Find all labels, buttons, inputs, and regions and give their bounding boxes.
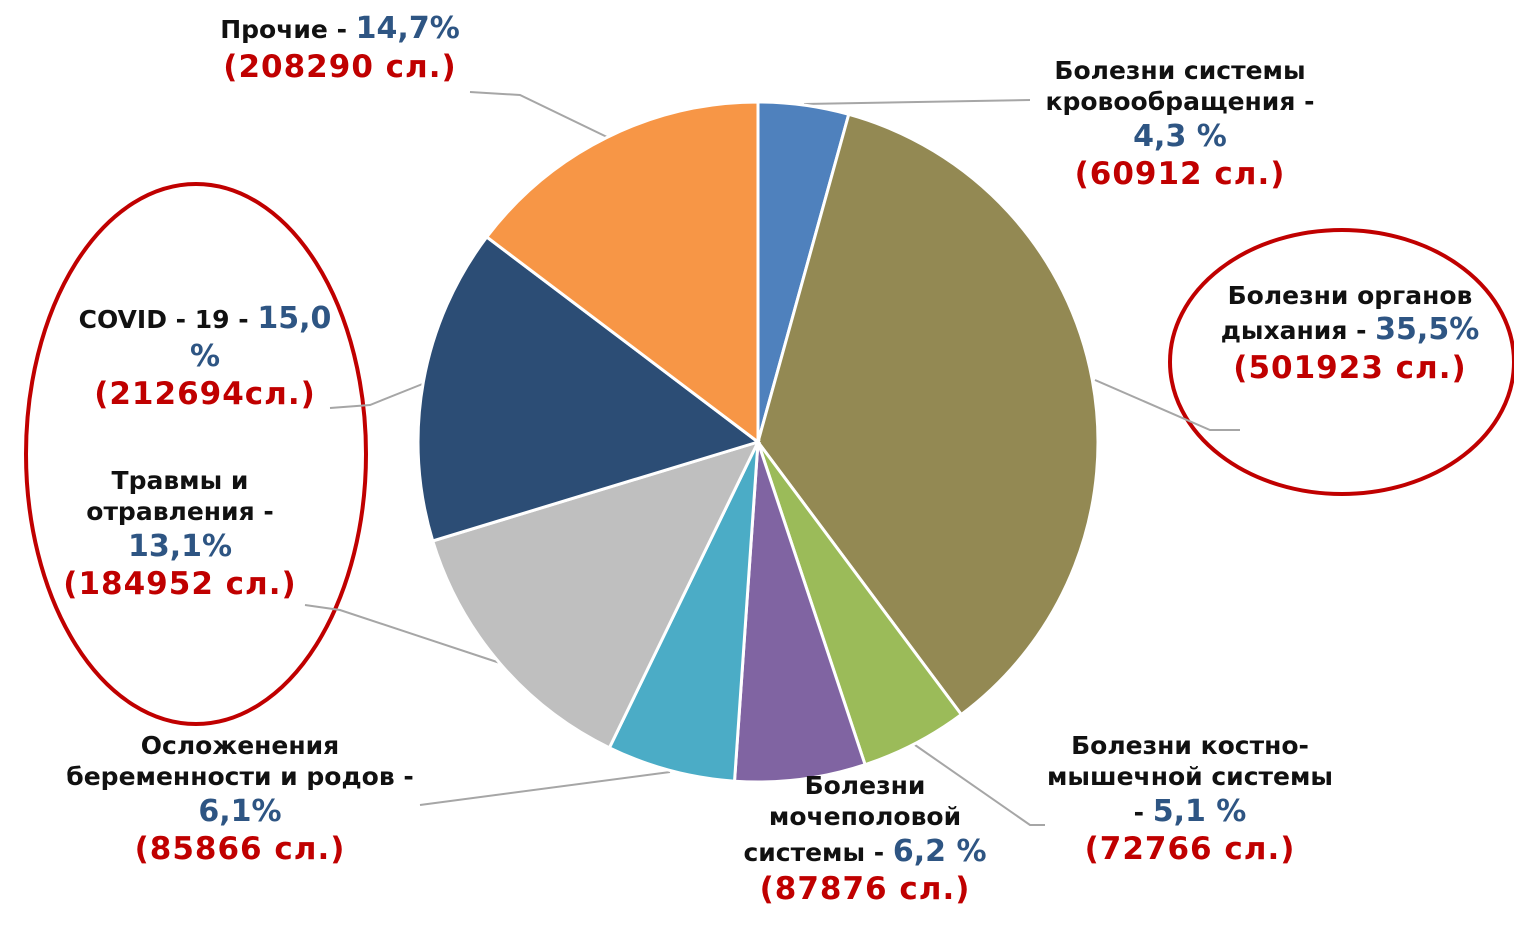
leader-line [804,100,1030,104]
percent-label: 5,1 % [1153,794,1247,829]
percent-label: 35,5% [1375,312,1479,347]
category-name: Прочие - [220,15,347,44]
count-label: (60912 сл.) [1030,155,1330,194]
leader-line [1095,380,1240,430]
category-name: Осложенения беременности и родов - [66,731,413,791]
highlight-ellipse [26,184,366,724]
page: (() => { const data = JSON.parse(documen… [0,0,1514,928]
label-text: Болезни костно-мышечной системы - 5,1 % [1040,730,1340,830]
data-label: Болезни системы кровообращения - 4,3 %(6… [1030,55,1330,194]
label-text: COVID - 19 - 15,0 % [75,300,335,375]
count-label: (208290 сл.) [190,48,490,87]
percent-label: 4,3 % [1133,119,1227,154]
category-name: Травмы и отравления - [86,466,273,526]
leader-line [470,92,607,137]
label-text: Болезни системы кровообращения - 4,3 % [1030,55,1330,155]
data-label: Болезни костно-мышечной системы - 5,1 %(… [1040,730,1340,869]
count-label: (501923 сл.) [1200,349,1500,388]
percent-label: 6,2 % [893,834,987,869]
data-label: Травмы и отравления - 13,1%(184952 сл.) [60,465,300,604]
data-label: Прочие - 14,7%(208290 сл.) [190,10,490,86]
percent-label: 14,7% [356,11,460,46]
label-text: Травмы и отравления - 13,1% [60,465,300,565]
label-text: Болезни мочеполовой системы - 6,2 % [720,770,1010,870]
label-text: Осложенения беременности и родов - 6,1% [60,730,420,830]
label-text: Прочие - 14,7% [190,10,490,48]
label-text: Болезни органов дыхания - 35,5% [1200,280,1500,349]
count-label: (85866 сл.) [60,830,420,869]
data-label: Болезни органов дыхания - 35,5%(501923 с… [1200,280,1500,388]
percent-label: 13,1% [128,529,232,564]
percent-label: 6,1% [198,794,281,829]
data-label: Болезни мочеполовой системы - 6,2 %(8787… [720,770,1010,909]
count-label: (87876 сл.) [720,870,1010,909]
category-name: Болезни системы кровообращения - [1046,56,1315,116]
count-label: (72766 сл.) [1040,830,1340,869]
count-label: (184952 сл.) [60,565,300,604]
leader-line [330,383,425,408]
count-label: (212694сл.) [75,375,335,414]
data-label: Осложенения беременности и родов - 6,1%(… [60,730,420,869]
data-label: COVID - 19 - 15,0 %(212694сл.) [75,300,335,414]
category-name: COVID - 19 - [79,305,249,334]
leader-line [420,772,670,805]
